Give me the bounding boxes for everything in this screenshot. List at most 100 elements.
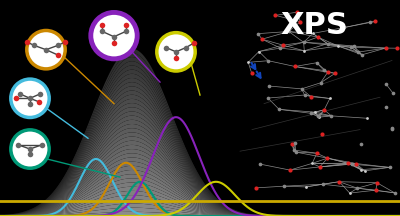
Point: [292, 141, 298, 145]
Point: [43, 48, 49, 51]
Point: [362, 169, 368, 173]
Point: [39, 143, 45, 146]
Text: XPS: XPS: [280, 11, 348, 40]
Point: [314, 61, 320, 64]
Point: [321, 69, 327, 72]
Point: [287, 168, 293, 172]
Point: [123, 30, 129, 33]
Point: [255, 32, 261, 35]
Point: [382, 46, 389, 50]
Point: [111, 35, 117, 38]
Point: [13, 97, 19, 100]
Point: [354, 186, 360, 190]
Point: [272, 14, 279, 17]
Point: [372, 20, 378, 23]
Point: [259, 37, 265, 41]
Point: [265, 59, 272, 62]
Point: [280, 184, 287, 188]
Point: [36, 100, 42, 104]
Point: [328, 114, 334, 118]
Point: [346, 191, 353, 195]
Point: [390, 92, 396, 95]
Point: [373, 188, 379, 192]
Point: [374, 181, 380, 184]
Point: [312, 110, 318, 114]
Point: [292, 65, 298, 68]
Point: [302, 93, 308, 97]
Point: [355, 50, 361, 54]
Point: [383, 83, 389, 86]
Point: [383, 105, 390, 109]
Point: [348, 46, 354, 49]
Point: [332, 72, 338, 75]
Point: [245, 61, 252, 64]
Point: [31, 44, 37, 47]
Point: [324, 42, 331, 45]
Point: [256, 162, 263, 166]
Point: [353, 162, 359, 165]
Point: [27, 97, 33, 100]
Point: [266, 84, 272, 88]
Point: [286, 30, 292, 33]
Point: [319, 132, 325, 135]
Point: [27, 102, 33, 105]
Ellipse shape: [11, 130, 49, 168]
Point: [367, 20, 373, 24]
Point: [317, 81, 324, 84]
Point: [280, 43, 286, 47]
Point: [316, 116, 322, 119]
Point: [173, 56, 179, 59]
Point: [290, 148, 297, 152]
Point: [315, 114, 322, 118]
Point: [308, 95, 314, 98]
Point: [358, 142, 364, 146]
Point: [163, 46, 169, 49]
Point: [363, 116, 370, 120]
Point: [310, 32, 316, 35]
Point: [345, 162, 351, 165]
Point: [111, 41, 117, 45]
Point: [358, 168, 364, 172]
Point: [300, 41, 307, 44]
Point: [99, 30, 105, 33]
Point: [173, 50, 179, 54]
Ellipse shape: [157, 33, 195, 71]
Point: [27, 147, 33, 151]
Ellipse shape: [27, 30, 65, 69]
Point: [297, 20, 304, 23]
Point: [316, 165, 323, 169]
Point: [309, 162, 316, 165]
Point: [298, 87, 305, 91]
Point: [37, 92, 43, 96]
Point: [314, 152, 320, 155]
Point: [303, 185, 309, 189]
Point: [190, 41, 197, 45]
Point: [351, 44, 357, 48]
Ellipse shape: [91, 13, 137, 59]
Point: [324, 156, 331, 160]
Point: [336, 180, 342, 183]
Point: [27, 153, 33, 156]
Point: [55, 44, 61, 47]
Point: [394, 46, 400, 50]
Point: [265, 96, 271, 100]
Point: [288, 142, 295, 145]
Point: [349, 162, 355, 166]
Point: [17, 92, 23, 96]
Point: [308, 112, 314, 115]
Point: [15, 143, 21, 146]
Point: [321, 108, 327, 111]
Point: [292, 150, 299, 154]
Point: [99, 23, 105, 27]
Point: [62, 40, 68, 44]
Point: [341, 26, 348, 29]
Point: [253, 186, 259, 190]
Point: [388, 126, 395, 130]
Point: [24, 40, 30, 44]
Point: [327, 97, 333, 100]
Point: [294, 10, 300, 14]
Point: [276, 108, 282, 111]
Point: [335, 44, 341, 48]
Ellipse shape: [11, 79, 49, 118]
Point: [123, 23, 129, 27]
